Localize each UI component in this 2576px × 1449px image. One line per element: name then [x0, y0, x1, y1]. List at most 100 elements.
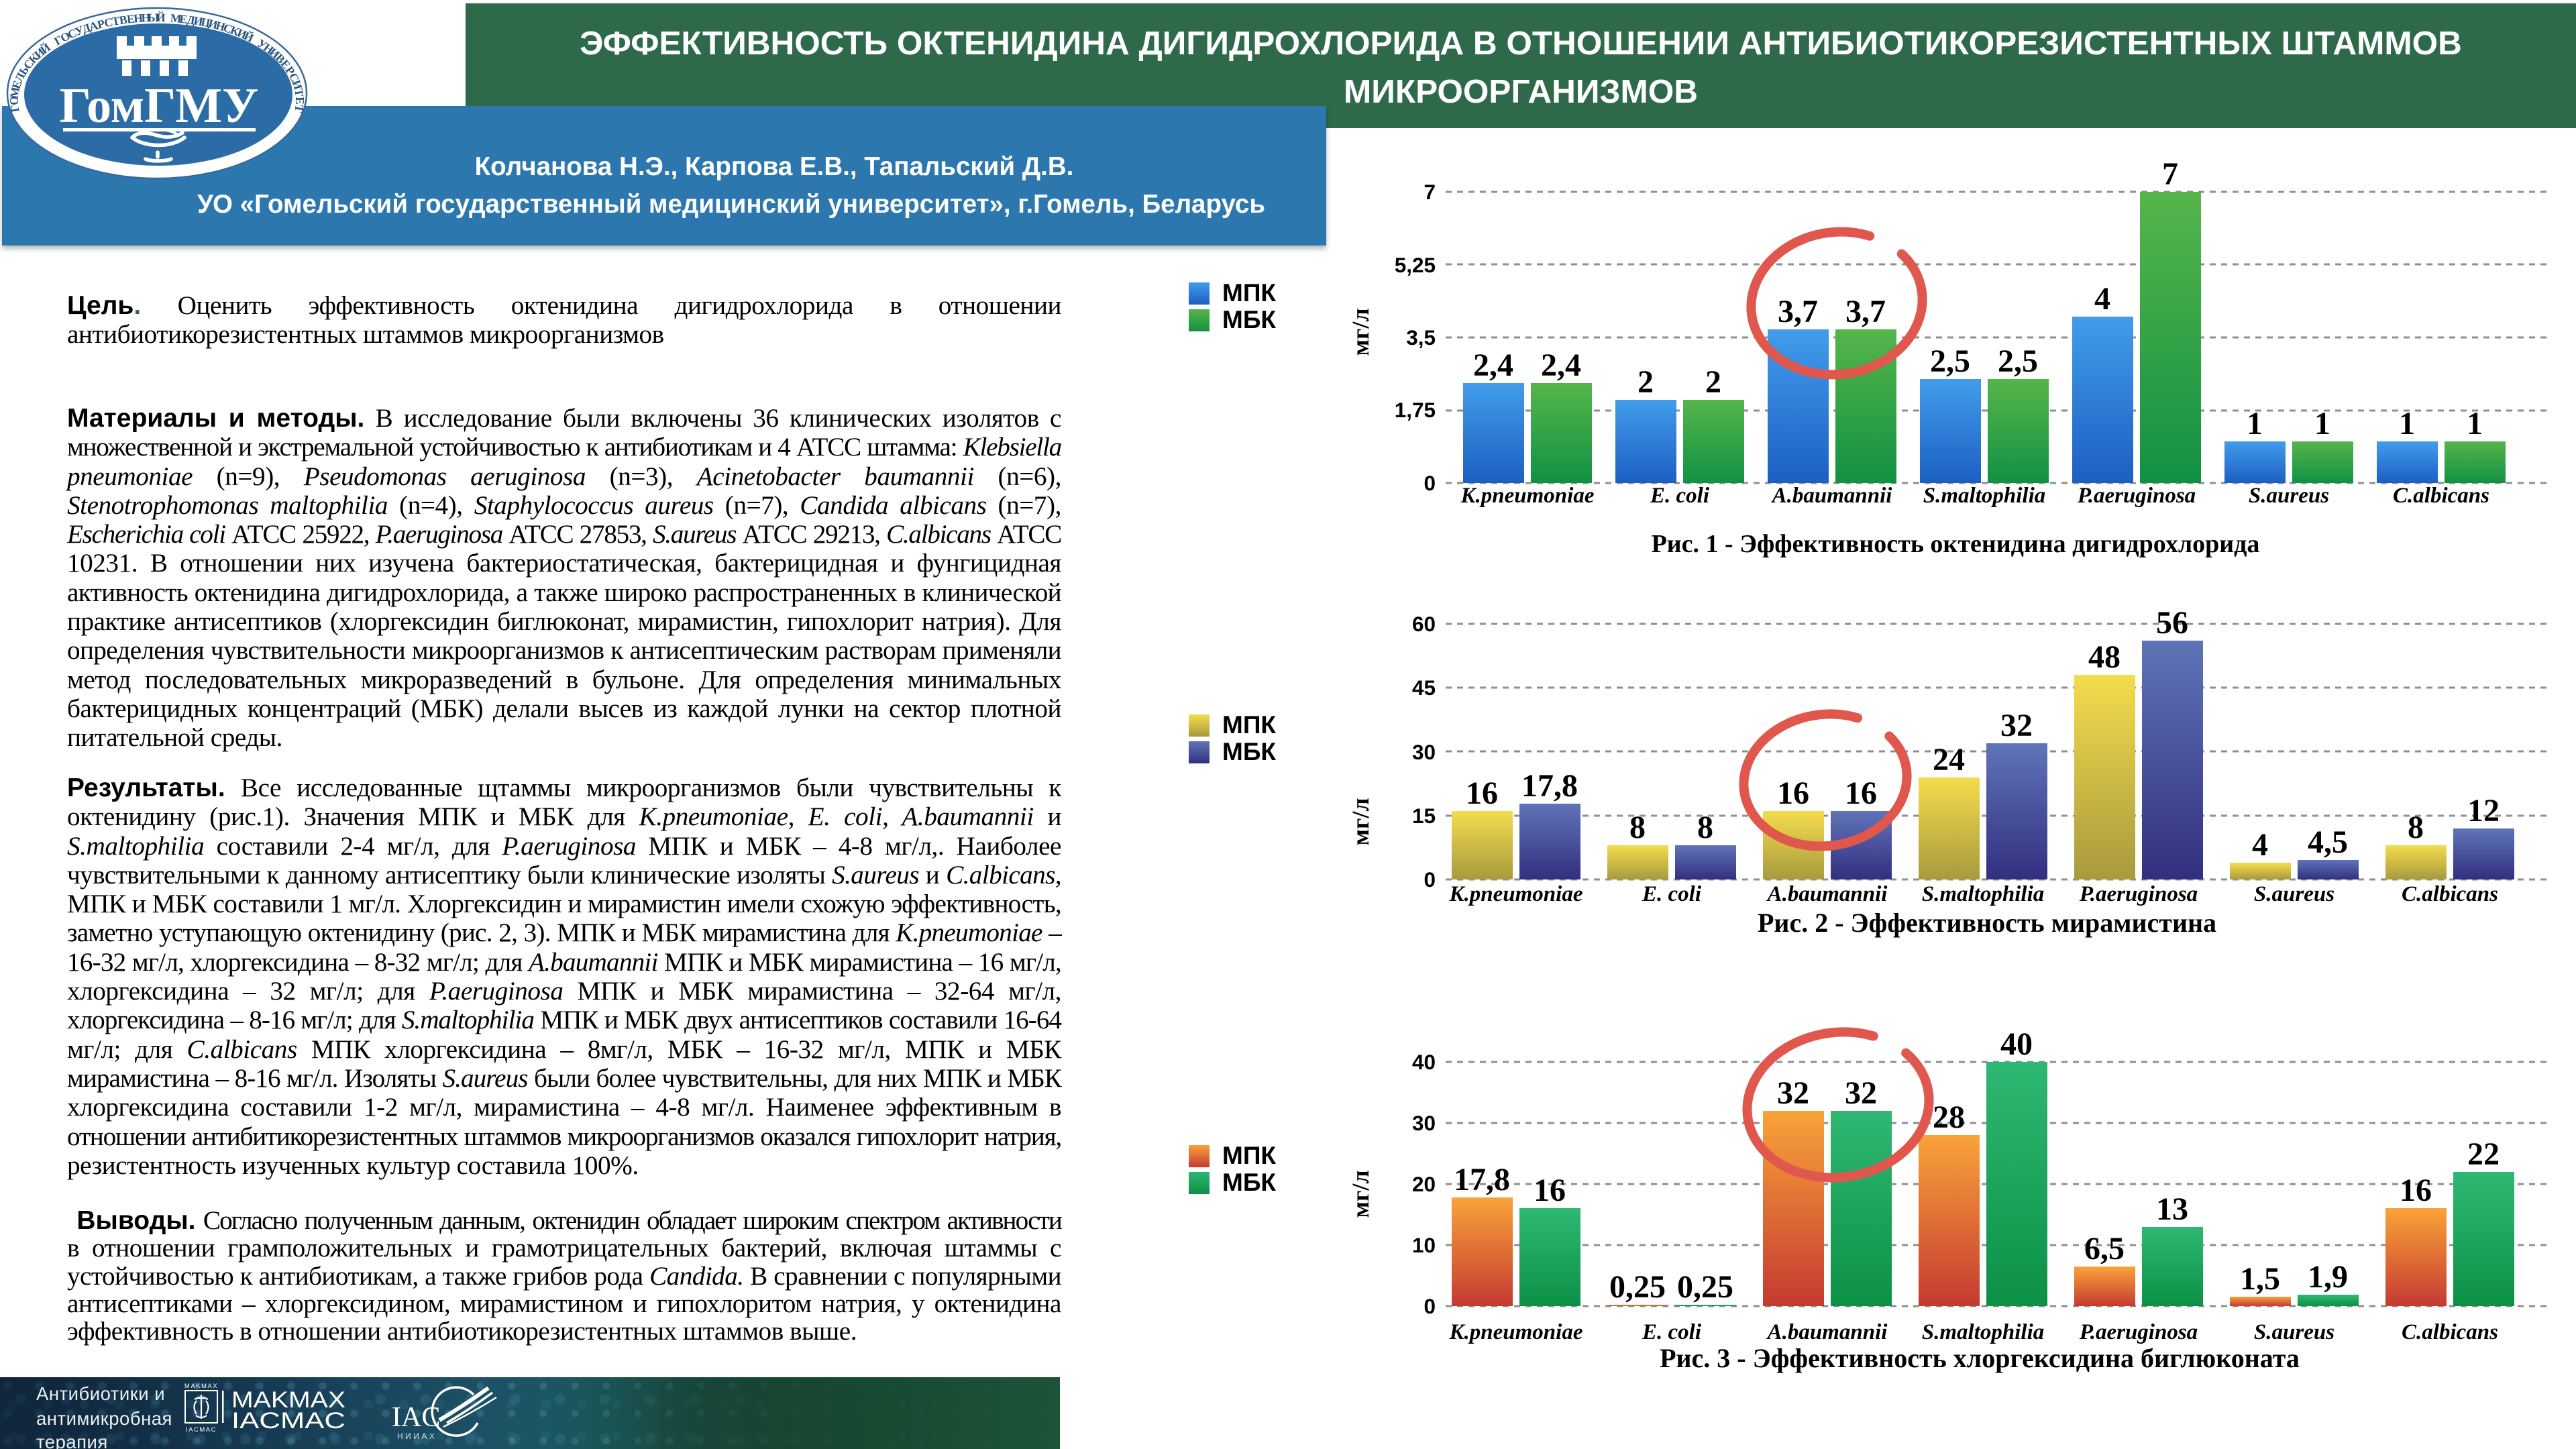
svg-text:И: И: [207, 17, 219, 32]
svg-text:7: 7: [1424, 180, 1436, 204]
svg-text:IACMAC: IACMAC: [231, 1408, 345, 1434]
svg-text:МБК: МБК: [1222, 306, 1276, 333]
svg-text:MAKMAX: MAKMAX: [184, 1383, 218, 1390]
svg-text:Д: Д: [80, 21, 93, 36]
svg-text:1: 1: [2399, 406, 2415, 441]
svg-text:K.pneumoniae: K.pneumoniae: [1449, 1320, 1583, 1344]
svg-text:4: 4: [2252, 827, 2268, 863]
svg-text:16: 16: [1534, 1173, 1566, 1208]
svg-text:10: 10: [1412, 1233, 1436, 1257]
svg-text:Н: Н: [215, 18, 227, 34]
svg-text:MAKMAX: MAKMAX: [231, 1387, 345, 1413]
svg-text:НИИАХ: НИИАХ: [397, 1432, 437, 1441]
svg-text:30: 30: [1412, 1111, 1436, 1135]
svg-text:Е: Е: [126, 11, 136, 25]
svg-text:K.pneumoniae: K.pneumoniae: [1460, 484, 1595, 508]
svg-text:МПК: МПК: [1222, 711, 1276, 739]
svg-text:Рис. 1 - Эффективность октенид: Рис. 1 - Эффективность октенидина дигидр…: [1652, 530, 2260, 558]
svg-text:МПК: МПК: [1222, 1142, 1276, 1169]
svg-text:A.baumannii: A.baumannii: [1766, 882, 1888, 906]
svg-text:0,25: 0,25: [1677, 1269, 1733, 1305]
svg-text:1,5: 1,5: [2240, 1261, 2280, 1297]
svg-text:4: 4: [2094, 281, 2110, 317]
svg-text:S.aureus: S.aureus: [2254, 882, 2334, 906]
svg-text:И: И: [193, 13, 204, 28]
svg-text:45: 45: [1412, 676, 1436, 700]
svg-text:1,75: 1,75: [1395, 398, 1436, 422]
svg-text:C.albicans: C.albicans: [2402, 882, 2498, 906]
svg-text:S.maltophilia: S.maltophilia: [1922, 882, 2044, 906]
svg-text:IACMAC: IACMAC: [186, 1426, 217, 1434]
svg-text:0: 0: [1424, 1294, 1436, 1318]
svg-text:40: 40: [2000, 1026, 2033, 1062]
svg-text:2: 2: [1638, 364, 1654, 400]
svg-text:3,5: 3,5: [1406, 325, 1436, 350]
svg-text:13: 13: [2156, 1191, 2188, 1227]
svg-text:2,4: 2,4: [1473, 347, 1513, 383]
svg-text:24: 24: [1933, 742, 1965, 777]
svg-text:16: 16: [1777, 775, 1809, 811]
svg-text:ГомГМУ: ГомГМУ: [60, 78, 259, 133]
svg-text:Н: Н: [133, 11, 143, 25]
svg-text:М: М: [7, 86, 23, 99]
svg-text:S.maltophilia: S.maltophilia: [1922, 1320, 2044, 1344]
svg-text:56: 56: [2156, 605, 2188, 641]
svg-text:0,25: 0,25: [1609, 1269, 1666, 1305]
svg-text:4,5: 4,5: [2308, 824, 2348, 860]
svg-text:48: 48: [2088, 639, 2121, 675]
svg-text:15: 15: [1412, 804, 1436, 828]
svg-text:E. coli: E. coli: [1642, 882, 1702, 906]
svg-text:40: 40: [1412, 1050, 1436, 1074]
svg-text:3,7: 3,7: [1778, 294, 1818, 329]
svg-text:2,5: 2,5: [1998, 343, 2038, 379]
svg-text:5,25: 5,25: [1395, 253, 1436, 277]
svg-text:32: 32: [1777, 1075, 1809, 1111]
svg-text:K.pneumoniae: K.pneumoniae: [1449, 882, 1583, 906]
svg-text:60: 60: [1412, 612, 1436, 636]
svg-text:Д: Д: [186, 13, 196, 27]
svg-text:S.aureus: S.aureus: [2254, 1320, 2334, 1344]
svg-text:антимикробная: антимикробная: [36, 1408, 172, 1429]
svg-text:МБК: МБК: [1222, 1169, 1276, 1196]
svg-text:S.aureus: S.aureus: [2249, 484, 2329, 508]
svg-text:А: А: [88, 18, 100, 34]
svg-text:C.albicans: C.albicans: [2393, 484, 2489, 508]
svg-text:Ы: Ы: [148, 11, 159, 24]
svg-text:17,8: 17,8: [1521, 768, 1578, 804]
svg-text:С: С: [222, 21, 234, 36]
svg-text:E. coli: E. coli: [1650, 484, 1710, 508]
svg-text:МПК: МПК: [1222, 279, 1276, 307]
svg-text:0: 0: [1424, 471, 1436, 495]
svg-text:A.baumannii: A.baumannii: [1766, 1320, 1888, 1344]
svg-text:E. coli: E. coli: [1642, 1320, 1702, 1344]
svg-text:Н: Н: [141, 11, 151, 25]
svg-text:И: И: [290, 78, 305, 92]
svg-text:2: 2: [1705, 364, 1721, 400]
svg-text:Т: Т: [292, 88, 307, 98]
svg-text:мг/л: мг/л: [1347, 308, 1374, 356]
svg-text:1: 1: [2314, 406, 2330, 441]
svg-text:20: 20: [1412, 1172, 1436, 1196]
svg-text:2,5: 2,5: [1930, 343, 1970, 379]
svg-text:О: О: [7, 96, 21, 105]
svg-text:М: М: [170, 11, 182, 25]
svg-text:мг/л: мг/л: [1347, 798, 1374, 845]
svg-text:Ц: Ц: [200, 15, 212, 30]
svg-text:P.aeruginosa: P.aeruginosa: [2079, 882, 2198, 906]
svg-text:С: С: [103, 15, 113, 30]
svg-text:P.aeruginosa: P.aeruginosa: [2079, 1320, 2198, 1344]
svg-text:16: 16: [1466, 775, 1498, 811]
svg-text:1,9: 1,9: [2308, 1259, 2348, 1295]
svg-text:Р: Р: [96, 17, 106, 32]
svg-text:мг/л: мг/л: [1347, 1170, 1374, 1218]
svg-text:7: 7: [2162, 156, 2178, 192]
svg-text:P.aeruginosa: P.aeruginosa: [2077, 484, 2196, 508]
svg-text:8: 8: [1629, 810, 1646, 845]
svg-text:S.maltophilia: S.maltophilia: [1923, 484, 2045, 508]
svg-text:1: 1: [2467, 406, 2483, 441]
svg-text:Й: Й: [156, 11, 166, 24]
svg-text:30: 30: [1412, 740, 1436, 764]
svg-text:В: В: [119, 13, 129, 27]
svg-text:Рис. 3 - Эффективность хлоргек: Рис. 3 - Эффективность хлоргексидина биг…: [1660, 1343, 2300, 1373]
svg-text:22: 22: [2467, 1136, 2500, 1172]
